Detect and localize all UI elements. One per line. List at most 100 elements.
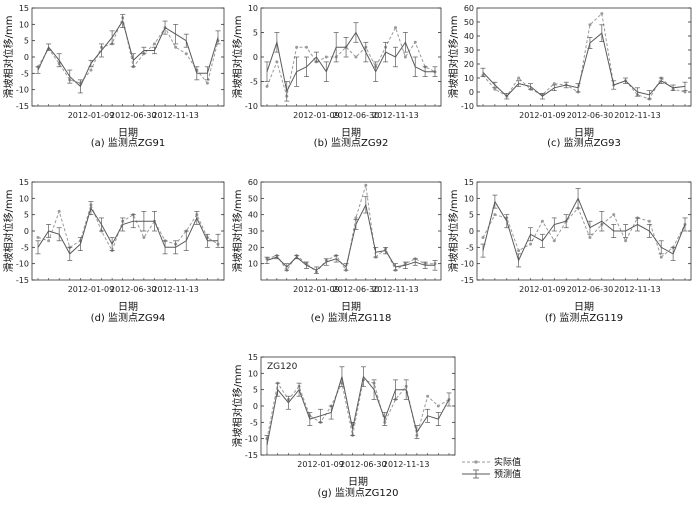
chart-zg94: -15 -10 -5 0 5 10 15 2012-01-092012-06-302012-1… [2, 178, 225, 324]
plot-frame [31, 181, 225, 281]
x-tick-label: 2012-06-30 [110, 111, 157, 120]
actual-point [426, 394, 430, 398]
y-tick-label: 0 [253, 53, 258, 62]
actual-point [36, 236, 40, 240]
panel-caption: (e) 监测点ZG118 [311, 311, 392, 324]
x-tick-label: 2012-11-13 [152, 285, 199, 294]
actual-point [529, 242, 533, 246]
x-tick-label: 2012-11-13 [614, 285, 661, 294]
chart-zg120: -15 -10 -5 0 5 10 15 2012-01-092012-06-302012-1… [231, 353, 456, 499]
x-tick-label: 2012-01-09 [297, 460, 344, 469]
actual-point [89, 68, 93, 72]
y-tick-label: 60 [464, 4, 474, 13]
actual-point [413, 40, 417, 44]
x-tick-label: 2012-01-09 [519, 111, 566, 120]
actual-point [588, 23, 592, 27]
y-tick-label: 15 [248, 353, 258, 362]
series-actual-line [266, 26, 436, 97]
chart-zg119: -15 -10 -5 0 5 10 15 2012-01-09 2012-06-30 2012-1… [447, 178, 692, 324]
y-axis-label: 滑坡相对位移/mm [447, 16, 460, 99]
y-axis-label: 滑坡相对位移/mm [447, 190, 460, 273]
y-tick-label: -15 [16, 102, 29, 111]
y-tick-label: 0 [24, 53, 29, 62]
x-tick-label: 2012-06-30 [567, 111, 614, 120]
y-tick-label: 0 [24, 227, 29, 236]
x-tick-label: 2012-01-09 [68, 111, 115, 120]
actual-point [403, 55, 407, 59]
actual-point [600, 12, 604, 16]
x-tick-label: 2012-06-30 [567, 285, 614, 294]
actual-point [184, 52, 188, 56]
y-tick-label: 50 [464, 18, 474, 27]
x-tick-label: 2012-11-13 [383, 460, 430, 469]
actual-point [354, 55, 358, 59]
plot-frame [476, 181, 692, 281]
x-axis-label: 日期 [574, 127, 594, 139]
actual-point [324, 55, 328, 59]
y-tick-label: 5 [253, 386, 258, 395]
legend-predicted-label: 预测值 [494, 468, 521, 480]
actual-point [612, 213, 616, 217]
panel-caption: (g) 监测点ZG120 [317, 486, 398, 499]
y-tick-label: -10 [16, 260, 29, 269]
y-tick-label: -15 [245, 451, 258, 460]
y-tick-label: -5 [21, 69, 29, 78]
y-tick-label: -5 [250, 78, 258, 87]
y-tick-label: 5 [253, 29, 258, 38]
y-tick-label: 0 [469, 88, 474, 97]
x-axis-label: 日期 [348, 476, 368, 488]
y-tick-label: -10 [461, 102, 474, 111]
series-actual-line [37, 203, 219, 252]
x-tick-label: 2012-06-30 [340, 460, 387, 469]
actual-point [552, 82, 556, 86]
y-tick-label: 5 [469, 211, 474, 220]
y-tick-label: 30 [248, 227, 258, 236]
y-tick-label: 0 [469, 227, 474, 236]
actual-point [265, 84, 269, 88]
panel-caption: (b) 监测点ZG92 [314, 136, 389, 149]
y-tick-label: 10 [19, 194, 29, 203]
x-tick-label: 2012-01-09 [68, 285, 115, 294]
y-tick-label: 15 [19, 4, 29, 13]
x-axis-label: 日期 [574, 301, 594, 313]
panel-caption: (a) 监测点ZG91 [91, 136, 165, 149]
actual-point [659, 255, 663, 259]
x-axis-label: 日期 [118, 301, 138, 313]
series-actual-line [266, 379, 450, 439]
y-tick-label: -15 [461, 276, 474, 285]
actual-point [354, 216, 358, 220]
x-axis-label: 日期 [341, 301, 361, 313]
series-predicted-line [266, 375, 450, 446]
x-tick-label: 2012-06-30 [110, 285, 157, 294]
x-tick-label: 2012-01-09 [293, 111, 340, 120]
x-tick-label: 2012-11-13 [372, 111, 419, 120]
y-tick-label: -10 [245, 435, 258, 444]
series-predicted-line [482, 197, 686, 262]
actual-point [517, 76, 521, 80]
plot-frame [31, 7, 225, 107]
x-tick-label: 2012-01-09 [293, 285, 340, 294]
y-tick-label: 5 [24, 211, 29, 220]
series-predicted-line [37, 19, 219, 88]
y-axis-label: 滑坡相对位移/mm [231, 190, 244, 273]
series-predicted-line [266, 31, 435, 93]
y-axis-label: 滑坡相对位移/mm [231, 16, 244, 99]
y-tick-label: -5 [466, 243, 474, 252]
y-tick-label: 50 [248, 194, 258, 203]
actual-point [275, 60, 279, 64]
x-tick-label: 2012-11-13 [152, 111, 199, 120]
x-tick-label: 2012-11-13 [372, 285, 419, 294]
actual-point [683, 90, 687, 94]
actual-point [393, 26, 397, 30]
chart-zg91: -15 -10 -5 0 5 10 15 2012-01-092012-06-302012-1… [2, 4, 225, 149]
actual-point [305, 45, 309, 49]
y-tick-label: -10 [245, 102, 258, 111]
y-tick-label: 40 [248, 211, 258, 220]
actual-point [647, 219, 651, 223]
y-tick-label: 20 [464, 60, 474, 69]
y-tick-label: -15 [16, 276, 29, 285]
actual-point [152, 42, 156, 46]
actual-point [588, 236, 592, 240]
actual-point [436, 404, 440, 408]
